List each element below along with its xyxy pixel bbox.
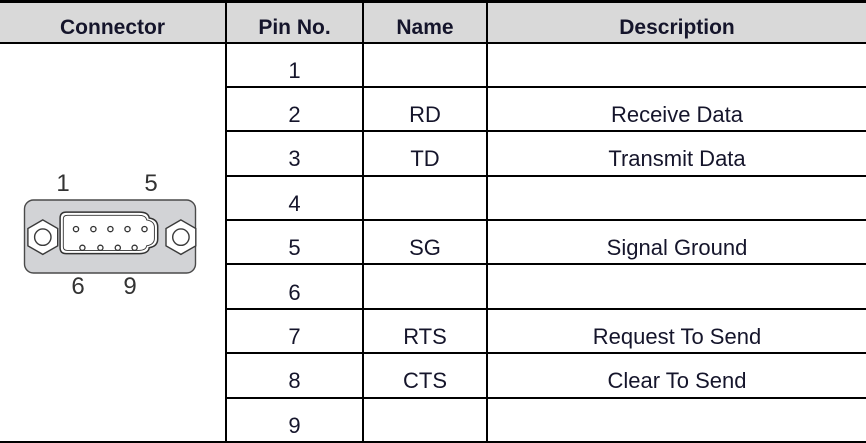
svg-text:1: 1: [56, 170, 69, 197]
svg-text:5: 5: [144, 170, 157, 197]
svg-text:6: 6: [71, 273, 84, 300]
svg-text:9: 9: [123, 273, 136, 300]
